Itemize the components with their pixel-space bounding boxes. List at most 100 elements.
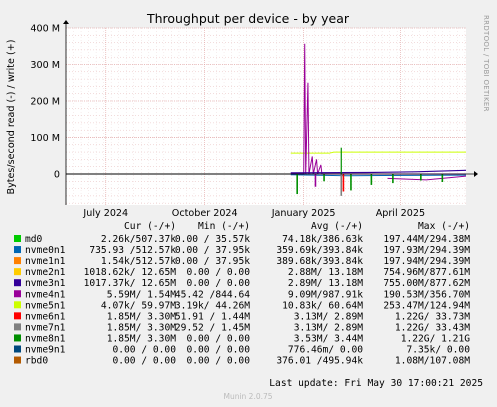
y-tick-label: 400 M (30, 24, 60, 35)
legend-swatch (14, 268, 21, 276)
x-axis-arrow (474, 170, 478, 177)
legend-avg: 389.68k/393.84k (276, 256, 363, 267)
x-tick-label: October 2024 (172, 208, 238, 219)
legend-avg: 2.89M/ 13.18M (288, 278, 363, 289)
legend-row: nvme8n1 1.85M/ 3.30M 0.00 / 0.00 3.53M/ 3.4… (14, 333, 470, 344)
y-tick-label: 0 (54, 169, 60, 180)
legend-cur: 4.07k/ 59.97M (101, 300, 176, 311)
munin-version: Munin 2.0.75 (223, 392, 272, 401)
legend-row: nvme3n1 1017.37k/ 12.65M 0.00 / 0.00 2.89M/… (14, 278, 470, 289)
series-line (290, 174, 467, 177)
col-header-min: Min (-/+) (198, 221, 250, 232)
legend-min: 0.00 / 0.00 (186, 356, 250, 367)
legend-name: rbd0 (25, 356, 48, 367)
legend-avg: 3.13M/ 2.89M (294, 311, 364, 322)
legend-min: 0.00 / 0.00 (186, 278, 250, 289)
legend-swatch (14, 235, 21, 242)
legend-cur: 1017.37k/ 12.65M (84, 278, 177, 289)
legend-cur: 735.93 /512.57k (89, 245, 176, 256)
x-tick-label: April 2025 (376, 208, 425, 219)
legend-name: nvme1n1 (25, 256, 66, 267)
y-axis-label: Bytes/second read (-) / write (+) (6, 39, 17, 194)
legend-min: 51.91 / 1.44M (175, 311, 250, 322)
plot-series (63, 20, 478, 205)
legend-avg: 74.18k/386.63k (282, 234, 363, 245)
legend-cur: 1.85M/ 3.30M (107, 333, 177, 344)
series-line (290, 169, 467, 174)
col-header-max: Max (-/+) (418, 221, 470, 232)
legend-swatch (14, 312, 21, 320)
y-axis-arrow (63, 20, 69, 24)
legend-avg: 10.83k/ 60.64M (282, 300, 363, 311)
legend-cur: 1.85M/ 3.30M (107, 311, 177, 322)
legend-name: nvme0n1 (25, 245, 66, 256)
legend-row: rbd0 0.00 / 0.00 0.00 / 0.00 376.01 /495.94… (14, 356, 470, 367)
legend-min: 0.00 / 37.95k (175, 245, 250, 256)
col-header-avg: Avg (-/+) (311, 221, 363, 232)
legend-min: 0.00 / 0.00 (186, 333, 250, 344)
legend-min: 0.00 / 35.57k (175, 234, 250, 245)
legend-cur: 0.00 / 0.00 (112, 345, 176, 356)
legend-avg: 3.13M/ 2.89M (294, 322, 364, 333)
legend-cur: 0.00 / 0.00 (112, 356, 176, 367)
legend-name: nvme4n1 (25, 289, 66, 300)
plot-area (66, 28, 466, 205)
y-tick-label: 100 M (30, 133, 60, 144)
legend-name: nvme6n1 (25, 311, 66, 322)
legend-avg: 376.01 /495.94k (276, 356, 363, 367)
legend-min: 29.52 / 1.45M (175, 322, 250, 333)
legend-avg: 359.69k/393.84k (276, 245, 363, 256)
series-line (387, 175, 467, 181)
legend-avg: 3.53M/ 3.44M (294, 333, 364, 344)
legend-row: nvme2n1 1018.62k/ 12.65M 0.00 / 0.00 2.88M/… (14, 267, 470, 278)
legend-swatch (14, 345, 21, 353)
rrdtool-credit: RRDTOOL / TOBI OETIKER (482, 15, 490, 112)
legend-max: 190.53M/356.70M (383, 289, 470, 300)
legend-header: Cur (-/+) Min (-/+) Avg (-/+) Max (-/+) (124, 221, 470, 232)
y-tick-label: 300 M (30, 60, 60, 71)
legend-cur: 1018.62k/ 12.65M (84, 267, 177, 278)
chart-title: Throughput per device - by year (146, 11, 350, 26)
series-line (290, 43, 466, 175)
legend-max: 754.96M/877.61M (383, 267, 470, 278)
legend-max: 1.22G/ 33.73M (395, 311, 470, 322)
legend-max: 7.35k/ 0.00 (406, 345, 470, 356)
legend-max: 1.08M/107.08M (395, 356, 470, 367)
legend-cur: 5.59M/ 1.54M (107, 289, 177, 300)
legend-cur: 1.85M/ 3.30M (107, 322, 177, 333)
last-update: Last update: Fri May 30 17:00:21 2025 (269, 378, 483, 389)
legend-swatch (14, 290, 21, 298)
legend-max: 197.93M/294.39M (383, 245, 470, 256)
legend-name: nvme2n1 (25, 267, 66, 278)
legend-name: nvme3n1 (25, 278, 66, 289)
legend-swatch (14, 257, 21, 265)
legend-name: md0 (25, 234, 43, 245)
legend-max: 1.22G/ 1.21G (401, 333, 471, 344)
legend-row: nvme9n1 0.00 / 0.00 0.00 / 0.00 776.46m/ 0.… (14, 345, 470, 356)
legend-name: nvme7n1 (25, 322, 66, 333)
legend-swatch (14, 334, 21, 342)
legend-cur: 2.26k/507.37k (101, 234, 176, 245)
legend-max: 197.44M/294.38M (383, 234, 470, 245)
x-tick-label: July 2024 (82, 208, 128, 219)
legend-avg: 776.46m/ 0.00 (288, 345, 363, 356)
legend-swatch (14, 246, 21, 254)
legend-min: 3.19k/ 44.26M (175, 300, 250, 311)
legend-swatch (14, 356, 21, 364)
col-header-cur: Cur (-/+) (124, 221, 176, 232)
x-ticks: July 2024 October 2024 January 2025 April 2… (82, 208, 425, 219)
legend-min: 0.00 / 0.00 (186, 267, 250, 278)
legend-cur: 1.54k/512.57k (101, 256, 176, 267)
legend-avg: 2.88M/ 13.18M (288, 267, 363, 278)
legend-min: 0.00 / 37.95k (175, 256, 250, 267)
y-ticks: 400 M 300 M 200 M 100 M 0 (30, 24, 60, 181)
